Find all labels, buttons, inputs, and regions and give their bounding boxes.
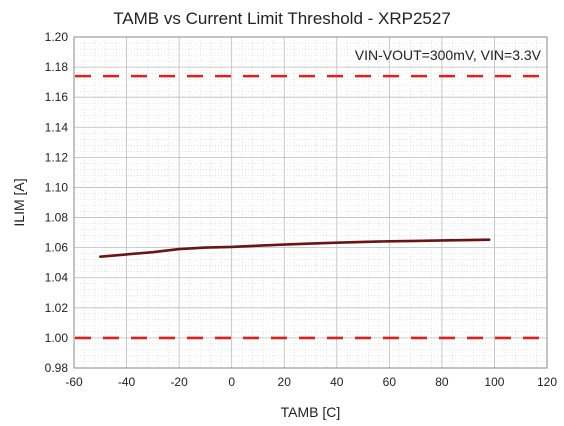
x-tick-label: -60: [65, 375, 83, 389]
chart-annotation: VIN-VOUT=300mV, VIN=3.3V: [355, 47, 542, 63]
reference-lines: [75, 74, 546, 340]
y-tick-label: 1.00: [45, 331, 69, 345]
y-tick-labels: 0.98 1.00 1.02 1.04 1.06 1.08 1.10 1.12 1.14 1.16…: [45, 30, 69, 375]
y-tick-label: 1.20: [45, 30, 69, 44]
x-tick-label: 60: [383, 375, 397, 389]
x-tick-label: 40: [330, 375, 344, 389]
y-tick-label: 1.16: [45, 90, 69, 104]
plot-frame: [73, 36, 548, 369]
y-tick-label: 1.14: [45, 120, 69, 134]
x-tick-label: 100: [484, 375, 504, 389]
x-tick-label: 80: [435, 375, 449, 389]
x-tick-label: -20: [170, 375, 188, 389]
y-axis-label: ILIM [A]: [11, 178, 27, 226]
y-tick-label: 1.18: [45, 60, 69, 74]
y-tick-label: 1.12: [45, 150, 69, 164]
y-tick-label: 1.04: [45, 271, 69, 285]
y-tick-label: 1.02: [45, 301, 69, 315]
x-axis-label: TAMB [C]: [281, 404, 341, 420]
y-tick-label: 1.06: [45, 241, 69, 255]
x-tick-label: 20: [278, 375, 292, 389]
major-grid: [73, 36, 548, 369]
x-tick-label: 120: [537, 375, 557, 389]
x-tick-label: 0: [228, 375, 235, 389]
chart-title: TAMB vs Current Limit Threshold - XRP252…: [113, 9, 451, 28]
y-tick-label: 1.10: [45, 180, 69, 194]
y-tick-label: 1.08: [45, 211, 69, 225]
series-lines: [99, 238, 491, 259]
x-tick-label: -40: [118, 375, 136, 389]
x-tick-labels: -60 -40 -20 0 20 40 60 80 100 120: [65, 375, 557, 389]
y-tick-label: 0.98: [45, 361, 69, 375]
minor-grid: [73, 36, 548, 369]
series-line: [99, 238, 491, 259]
